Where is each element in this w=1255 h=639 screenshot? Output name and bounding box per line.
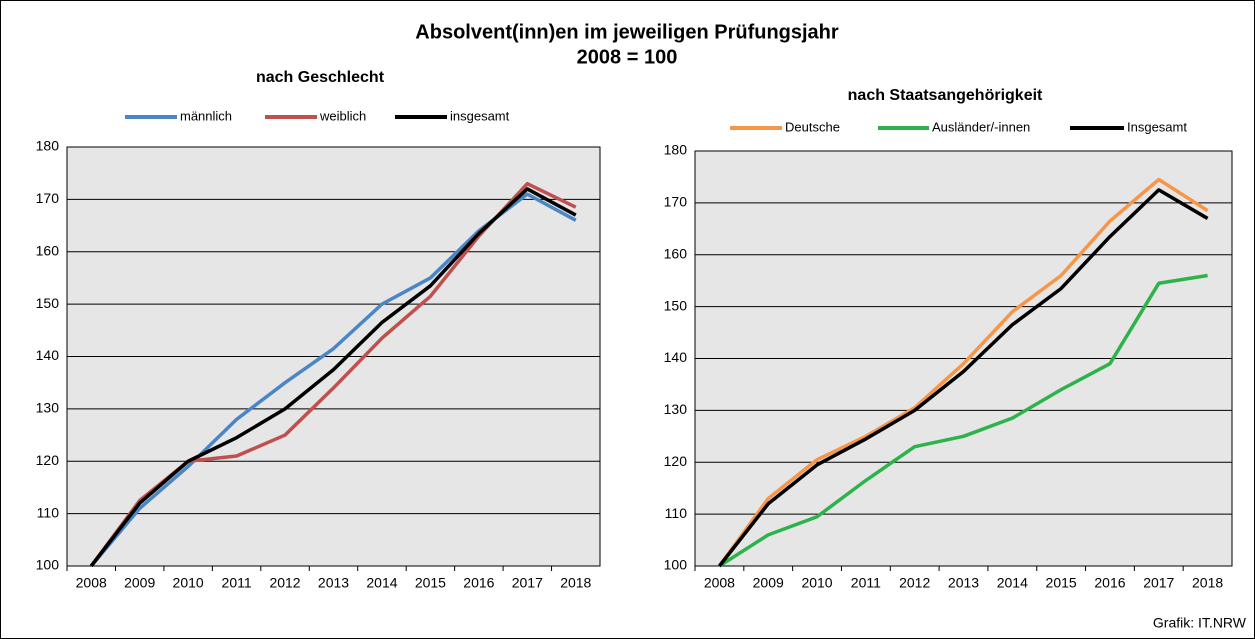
x-tick-label: 2008 [704,575,735,591]
series-line [89,187,577,568]
x-tick-label: 2017 [1143,575,1174,591]
x-tick-label: 2009 [124,575,155,591]
y-tick-label: 160 [664,245,688,261]
y-tick-label: 150 [36,295,60,311]
x-tick-label: 2012 [899,575,930,591]
source-note: Grafik: IT.NRW [1153,615,1247,631]
x-tick-label: 2017 [512,575,543,591]
y-tick-label: 140 [664,349,688,365]
legend-label: insgesamt [450,108,510,123]
chart-subtitle: 2008 = 100 [577,46,678,68]
y-tick-label: 100 [664,557,688,573]
y-tick-label: 130 [36,400,60,416]
x-tick-label: 2015 [415,575,446,591]
y-tick-label: 100 [36,557,60,573]
chart-title: Absolvent(inn)en im jeweiligen Prüfungsj… [415,21,839,43]
x-tick-label: 2010 [173,575,204,591]
series-line [718,273,1208,568]
x-tick-label: 2013 [948,575,979,591]
y-tick-label: 180 [664,142,688,158]
x-tick-label: 2011 [222,575,252,591]
y-tick-label: 110 [37,504,60,520]
x-tick-label: 2016 [463,575,494,591]
legend-label: männlich [180,108,232,123]
series-line [717,177,1209,568]
legend-label: Insgesamt [1127,119,1187,134]
x-tick-label: 2016 [1094,575,1125,591]
x-tick-label: 2014 [997,575,1028,591]
x-tick-label: 2018 [560,575,591,591]
x-tick-label: 2010 [801,575,832,591]
y-tick-label: 120 [664,453,688,469]
y-tick-label: 130 [664,401,688,417]
x-tick-label: 2011 [851,575,881,591]
y-tick-label: 170 [664,194,688,210]
chart-subtitle: nach Geschlecht [256,69,385,86]
y-tick-label: 170 [36,190,60,206]
x-tick-label: 2018 [1192,575,1223,591]
y-tick-label: 150 [664,297,688,313]
x-tick-label: 2013 [318,575,349,591]
legend-label: Deutsche [785,119,840,134]
y-tick-label: 140 [36,347,60,363]
y-tick-label: 120 [36,452,60,468]
legend-label: weiblich [319,108,366,123]
x-tick-label: 2009 [753,575,784,591]
series-line [718,188,1209,568]
y-tick-label: 180 [36,138,60,154]
chart-subtitle: nach Staatsangehörigkeit [848,87,1043,104]
y-tick-label: 110 [665,505,688,521]
x-tick-label: 2008 [76,575,107,591]
legend-label: Ausländer/-innen [932,119,1030,134]
x-tick-label: 2015 [1046,575,1077,591]
x-tick-label: 2014 [366,575,397,591]
x-tick-label: 2012 [269,575,300,591]
y-tick-label: 160 [36,242,60,258]
